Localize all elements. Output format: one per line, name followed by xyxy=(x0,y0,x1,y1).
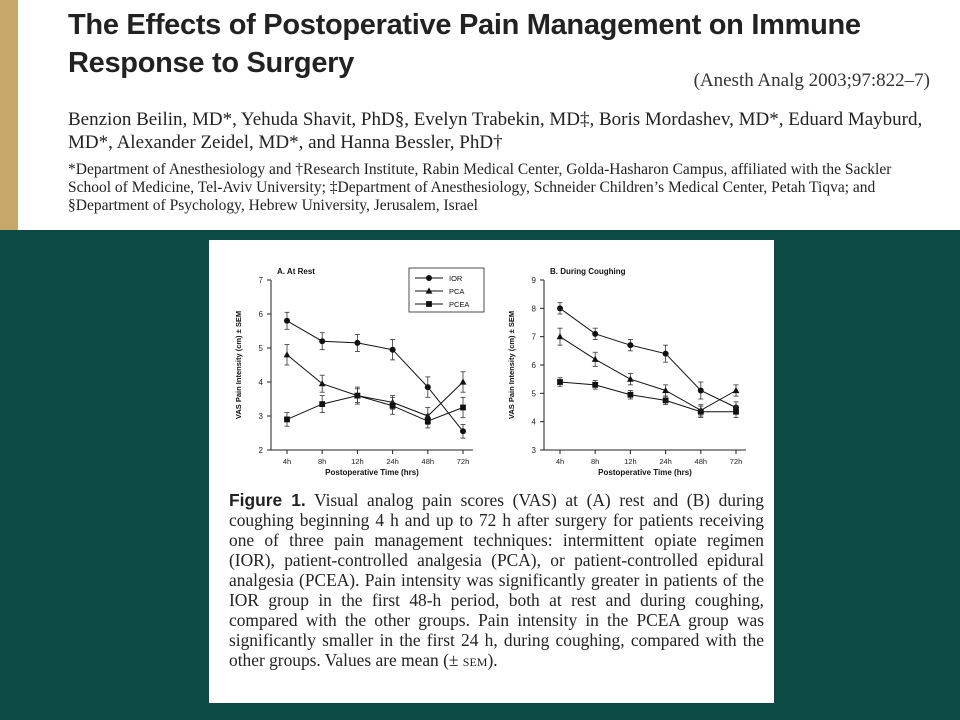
data-point-ior xyxy=(592,330,599,337)
data-point-pca xyxy=(283,351,291,358)
y-tick-label: 5 xyxy=(259,344,264,353)
legend-marker xyxy=(426,275,432,281)
chart-at-rest: 2 3 4 5 6 7 4h 8h 12h 24h 48h 72h A. At Rest Postoper… xyxy=(219,262,489,488)
caption-sem: sem xyxy=(462,650,488,670)
legend-label: PCA xyxy=(449,287,464,296)
data-point-pcea xyxy=(733,408,739,415)
data-point-ior xyxy=(627,342,634,349)
data-point-pcea xyxy=(557,379,563,385)
y-tick-label: 3 xyxy=(259,412,264,421)
figure-caption: Figure 1. Visual analog pain scores (VAS… xyxy=(229,490,764,670)
y-axis-label: VAS Pain Intensity (cm) ± SEM xyxy=(234,311,243,419)
data-point-pcea xyxy=(460,404,466,411)
journal-citation: (Anesth Analg 2003;97:822–7) xyxy=(693,70,930,91)
series-line-pcea xyxy=(286,395,464,422)
data-point-pca xyxy=(732,386,740,394)
x-axis-label: Postoperative Time (hrs) xyxy=(325,468,419,477)
caption-end: ). xyxy=(487,650,498,670)
x-tick-label: 4h xyxy=(556,457,564,466)
x-tick-label: 12h xyxy=(351,457,364,466)
data-point-ior xyxy=(354,339,361,346)
chart-title: B. During Coughing xyxy=(550,267,626,276)
x-tick-label: 4h xyxy=(283,457,291,466)
x-tick-label: 24h xyxy=(386,457,399,466)
y-tick-label: 4 xyxy=(532,418,537,427)
chart-during-coughing: 3 4 5 6 7 8 9 4h 8h 12h 24h 48h 72h B. During Coughin… xyxy=(492,262,762,488)
y-tick-label: 8 xyxy=(532,304,537,313)
x-tick-label: 12h xyxy=(624,457,637,466)
data-point-pca xyxy=(459,378,467,385)
y-tick-label: 9 xyxy=(532,276,537,285)
series-line-pca xyxy=(286,354,464,417)
series-pcea xyxy=(284,386,466,429)
caption-label: Figure 1. xyxy=(229,490,306,510)
chart-title: A. At Rest xyxy=(277,267,315,276)
legend-box xyxy=(408,267,485,313)
accent-bar xyxy=(0,0,18,230)
data-point-ior xyxy=(697,387,704,394)
legend-label: IOR xyxy=(449,274,463,283)
x-tick-label: 72h xyxy=(457,457,470,466)
x-tick-label: 8h xyxy=(591,457,599,466)
author-list: Benzion Beilin, MD*, Yehuda Shavit, PhD§… xyxy=(68,109,923,153)
series-line-pcea xyxy=(559,381,736,413)
legend-marker xyxy=(426,301,432,307)
data-point-pcea xyxy=(697,408,704,415)
series-pca xyxy=(556,327,740,417)
y-tick-label: 4 xyxy=(259,378,264,387)
y-tick-label: 7 xyxy=(259,276,264,285)
x-tick-label: 48h xyxy=(695,457,708,466)
x-tick-label: 72h xyxy=(730,457,743,466)
x-tick-label: 8h xyxy=(318,457,326,466)
y-tick-label: 6 xyxy=(259,310,264,319)
y-tick-label: 3 xyxy=(532,446,537,455)
data-point-pca xyxy=(662,386,669,394)
data-point-ior xyxy=(284,317,290,324)
affiliations: *Department of Anesthesiology and †Resea… xyxy=(68,161,892,214)
series-line-ior xyxy=(286,320,464,432)
series-ior xyxy=(284,311,466,439)
data-point-pcea xyxy=(627,391,634,398)
series-line-ior xyxy=(559,307,737,408)
paper-title: The Effects of Postoperative Pain Manage… xyxy=(68,9,861,79)
y-tick-label: 6 xyxy=(532,361,537,370)
data-point-ior xyxy=(460,428,466,435)
data-point-pca xyxy=(318,380,326,387)
x-tick-label: 24h xyxy=(659,457,672,466)
data-point-ior xyxy=(319,338,326,345)
series-pcea xyxy=(557,377,739,418)
chart-svg-0: 2 3 4 5 6 7 4h 8h 12h 24h 48h 72h A. At Rest Postoper… xyxy=(234,267,485,477)
data-point-pcea xyxy=(424,418,431,424)
data-point-pca xyxy=(627,375,634,382)
data-point-ior xyxy=(424,384,431,391)
legend-label: PCEA xyxy=(449,300,469,309)
data-point-ior xyxy=(389,346,396,353)
data-point-pcea xyxy=(592,381,599,388)
data-point-pcea xyxy=(319,401,326,407)
figure-panel: 2 3 4 5 6 7 4h 8h 12h 24h 48h 72h A. At Rest Postoper… xyxy=(209,240,774,703)
chart-svg-1: 3 4 5 6 7 8 9 4h 8h 12h 24h 48h 72h B. During Coughin… xyxy=(507,267,746,477)
y-tick-label: 5 xyxy=(532,389,537,398)
data-point-ior xyxy=(662,350,669,357)
y-tick-label: 2 xyxy=(259,446,264,455)
data-point-pcea xyxy=(662,397,669,404)
data-point-pcea xyxy=(389,402,396,409)
y-tick-label: 7 xyxy=(532,333,537,342)
data-point-pca xyxy=(556,333,564,340)
series-pca xyxy=(283,344,467,425)
data-point-pca xyxy=(591,355,599,362)
series-ior xyxy=(557,302,739,414)
x-axis-label: Postoperative Time (hrs) xyxy=(598,468,692,477)
data-point-ior xyxy=(557,305,563,312)
legend-marker xyxy=(425,287,433,294)
legend: IOR PCA PCEA xyxy=(408,267,485,313)
y-axis-label: VAS Pain Intensity (cm) ± SEM xyxy=(507,311,516,419)
data-point-pcea xyxy=(284,416,290,423)
x-tick-label: 48h xyxy=(422,457,435,466)
data-point-pcea xyxy=(354,392,361,399)
caption-text: Visual analog pain scores (VAS) at (A) r… xyxy=(229,490,764,670)
paper-header: The Effects of Postoperative Pain Manage… xyxy=(0,0,960,230)
series-line-pca xyxy=(559,336,737,411)
